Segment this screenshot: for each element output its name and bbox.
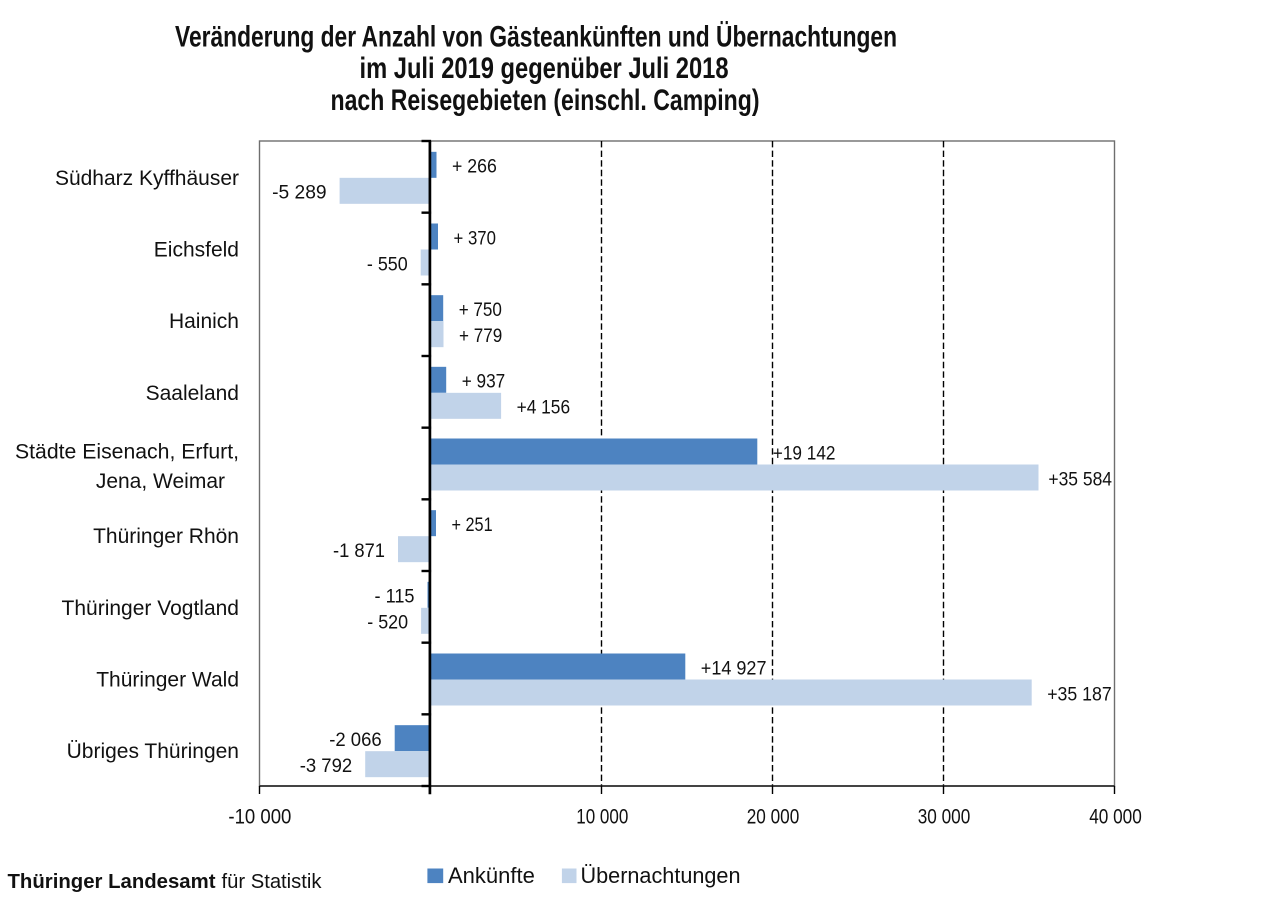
svg-text:+ 779: + 779 — [459, 326, 502, 347]
svg-text:nach Reisegebieten (einschl. C: nach Reisegebieten (einschl. Camping) — [331, 84, 760, 117]
svg-text:+ 266: + 266 — [452, 157, 497, 178]
svg-text:40 000: 40 000 — [1089, 806, 1142, 829]
svg-text:- 550: - 550 — [367, 254, 408, 275]
svg-text:+ 251: + 251 — [452, 515, 493, 536]
svg-text:20 000: 20 000 — [747, 806, 800, 829]
svg-text:+ 370: + 370 — [454, 228, 496, 249]
svg-text:Thüringer Vogtland: Thüringer Vogtland — [62, 597, 239, 620]
svg-text:für Statistik: für Statistik — [222, 871, 323, 893]
svg-text:Thüringer Landesamt: Thüringer Landesamt — [8, 871, 216, 893]
svg-text:Übernachtungen: Übernachtungen — [581, 863, 741, 888]
svg-text:Eichsfeld: Eichsfeld — [154, 239, 239, 262]
svg-text:10 000: 10 000 — [576, 806, 628, 829]
svg-text:+35 187: +35 187 — [1047, 684, 1112, 705]
svg-text:30 000: 30 000 — [918, 806, 971, 829]
svg-text:+4 156: +4 156 — [517, 398, 571, 419]
svg-text:Übriges Thüringen: Übriges Thüringen — [67, 740, 239, 763]
svg-text:Saaleland: Saaleland — [146, 382, 239, 405]
svg-text:Thüringer Wald: Thüringer Wald — [96, 669, 239, 692]
svg-text:-2 066: -2 066 — [329, 730, 382, 751]
svg-text:+ 750: + 750 — [459, 300, 502, 321]
svg-text:Hainich: Hainich — [169, 310, 239, 333]
svg-text:Städte Eisenach, Erfurt,: Städte Eisenach, Erfurt, — [15, 441, 239, 464]
svg-text:Jena, Weimar: Jena, Weimar — [96, 470, 225, 493]
svg-text:Thüringer Rhön: Thüringer Rhön — [93, 525, 239, 548]
svg-text:-10 000: -10 000 — [228, 806, 291, 829]
svg-text:- 115: - 115 — [375, 587, 415, 608]
svg-text:Veränderung der Anzahl von Gäs: Veränderung der Anzahl von Gästeankünfte… — [175, 20, 897, 53]
svg-text:+19 142: +19 142 — [773, 443, 836, 464]
svg-text:im Juli 2019 gegenüber Juli 20: im Juli 2019 gegenüber Juli 2018 — [360, 52, 729, 85]
svg-text:-3 792: -3 792 — [300, 756, 353, 777]
svg-text:+14 927: +14 927 — [701, 658, 767, 679]
svg-text:+ 937: + 937 — [462, 372, 506, 393]
svg-text:-5 289: -5 289 — [272, 183, 327, 204]
svg-text:Südharz Kyffhäuser: Südharz Kyffhäuser — [55, 167, 239, 190]
svg-text:- 520: - 520 — [367, 613, 408, 634]
svg-text:-1 871: -1 871 — [333, 541, 385, 562]
svg-text:+35 584: +35 584 — [1048, 469, 1112, 490]
svg-text:Ankünfte: Ankünfte — [448, 863, 535, 888]
